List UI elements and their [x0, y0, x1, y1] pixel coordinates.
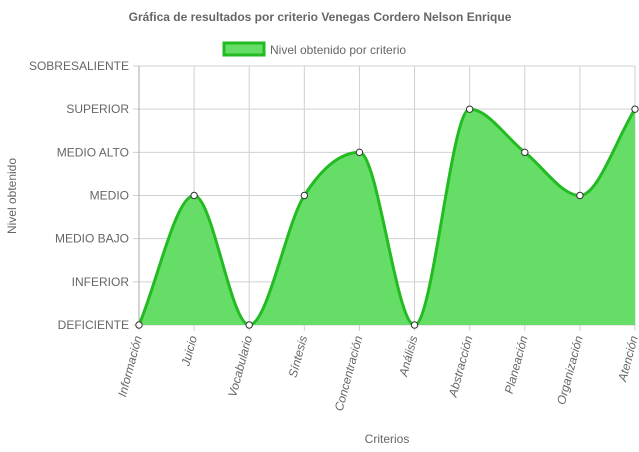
- x-axis-label: Criterios: [365, 432, 410, 446]
- x-tick-label: Concentración: [332, 334, 366, 413]
- data-point-juicio[interactable]: [190, 191, 198, 200]
- y-tick-label: DEFICIENTE: [58, 318, 129, 332]
- x-axis-ticks: Información Juicio Vocabulario Síntesis Conc…: [115, 334, 639, 413]
- x-tick-label: Organización: [554, 334, 586, 406]
- y-tick-label: MEDIO ALTO: [57, 145, 129, 159]
- y-tick-label: SUPERIOR: [66, 102, 129, 116]
- series-fill: [139, 109, 635, 326]
- y-tick-label: INFERIOR: [72, 275, 130, 289]
- data-point-informacion[interactable]: [135, 321, 143, 329]
- data-point-abstraccion[interactable]: [465, 105, 474, 113]
- series-line: [137, 107, 637, 327]
- data-point-atencion[interactable]: [631, 105, 639, 113]
- y-axis-label: Nivel obtenido: [5, 158, 19, 234]
- chart-title: Gráfica de resultados por criterio Veneg…: [129, 10, 512, 24]
- x-tick-label: Información: [115, 334, 145, 398]
- data-points: [135, 105, 639, 329]
- x-tick-label: Juicio: [178, 334, 200, 369]
- data-point-analisis[interactable]: [410, 321, 419, 329]
- data-point-organizacion[interactable]: [576, 191, 584, 200]
- y-axis-ticks: DEFICIENTE INFERIOR MEDIO BAJO MEDIO MEDIO A…: [29, 59, 129, 332]
- series-area: [137, 107, 637, 327]
- data-point-concentracion[interactable]: [355, 148, 364, 157]
- data-point-sintesis[interactable]: [300, 191, 309, 200]
- data-point-vocabulario[interactable]: [245, 321, 253, 329]
- legend-swatch: [222, 41, 266, 57]
- data-point-planeacion[interactable]: [521, 148, 529, 157]
- x-tick-label: Análisis: [396, 334, 420, 379]
- legend[interactable]: Nivel obtenido por criterio: [222, 41, 406, 57]
- legend-label: Nivel obtenido por criterio: [270, 43, 406, 57]
- y-tick-label: MEDIO BAJO: [55, 232, 129, 246]
- x-tick-label: Vocabulario: [225, 334, 255, 399]
- x-tick-label: Atención: [615, 334, 639, 384]
- y-tick-label: MEDIO: [90, 189, 129, 203]
- x-tick-label: Síntesis: [286, 334, 311, 379]
- y-tick-label: SOBRESALIENTE: [29, 59, 129, 73]
- x-tick-label: Abstracción: [446, 334, 476, 399]
- x-tick-label: Planeación: [502, 334, 531, 395]
